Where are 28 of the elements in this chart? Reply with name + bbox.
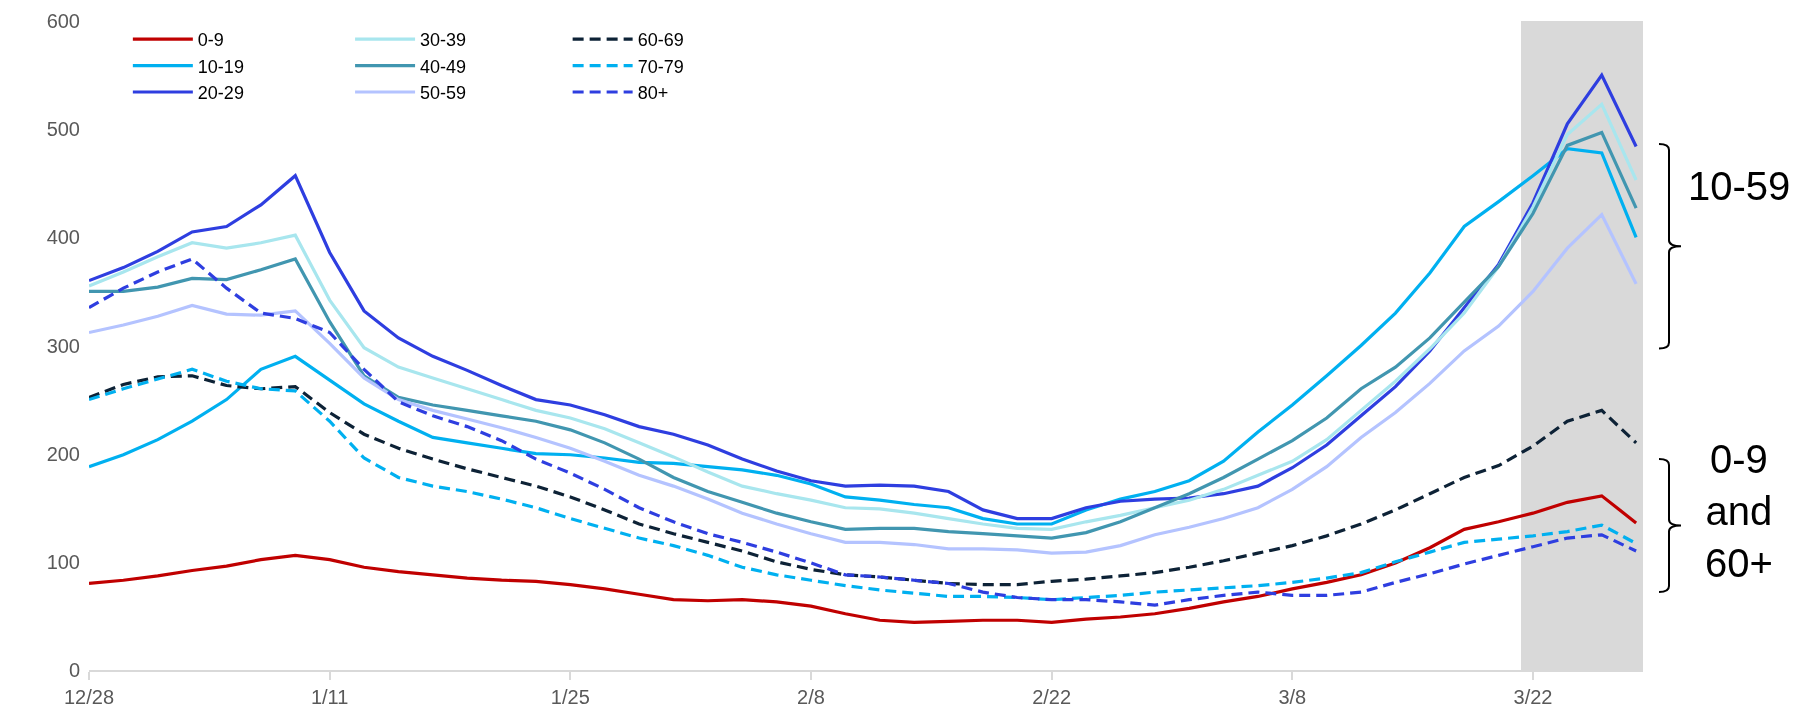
- x-tick-label: 1/25: [550, 686, 590, 708]
- text: 0-9 and 60+: [1705, 437, 1773, 585]
- x-tick-label: 2/22: [1032, 686, 1072, 708]
- legend-label: 80+: [637, 83, 669, 104]
- legend-label: 70-79: [637, 56, 684, 77]
- text: 10-59: [1688, 164, 1791, 208]
- line-series: [89, 494, 1638, 625]
- y-tick-label: 0: [68, 659, 80, 681]
- x-tick-label: 12/28: [63, 686, 115, 708]
- y-tick-label: 600: [46, 10, 80, 32]
- legend-label: 40-49: [420, 56, 467, 77]
- legend-label: 60-69: [637, 30, 684, 51]
- x-tick-label: 3/22: [1513, 686, 1553, 708]
- y-tick-label: 500: [46, 118, 80, 141]
- y-tick-label: 400: [46, 226, 80, 249]
- y-tick-label: 200: [46, 442, 80, 465]
- legend-label: 50-59: [420, 83, 467, 104]
- x-tick-label: 2/8: [797, 686, 825, 708]
- legend-label: 10-19: [197, 56, 244, 77]
- legend-label: 30-39: [420, 30, 467, 51]
- line-series: [89, 257, 1638, 607]
- legend-label: 20-29: [197, 83, 244, 104]
- y-tick-label: 300: [46, 334, 80, 357]
- x-tick-label: 1/11: [310, 686, 349, 708]
- x-tick-label: 3/8: [1278, 686, 1307, 708]
- legend-label: 0-9: [197, 30, 224, 51]
- y-tick-label: 100: [46, 550, 80, 573]
- line-series: [89, 213, 1638, 555]
